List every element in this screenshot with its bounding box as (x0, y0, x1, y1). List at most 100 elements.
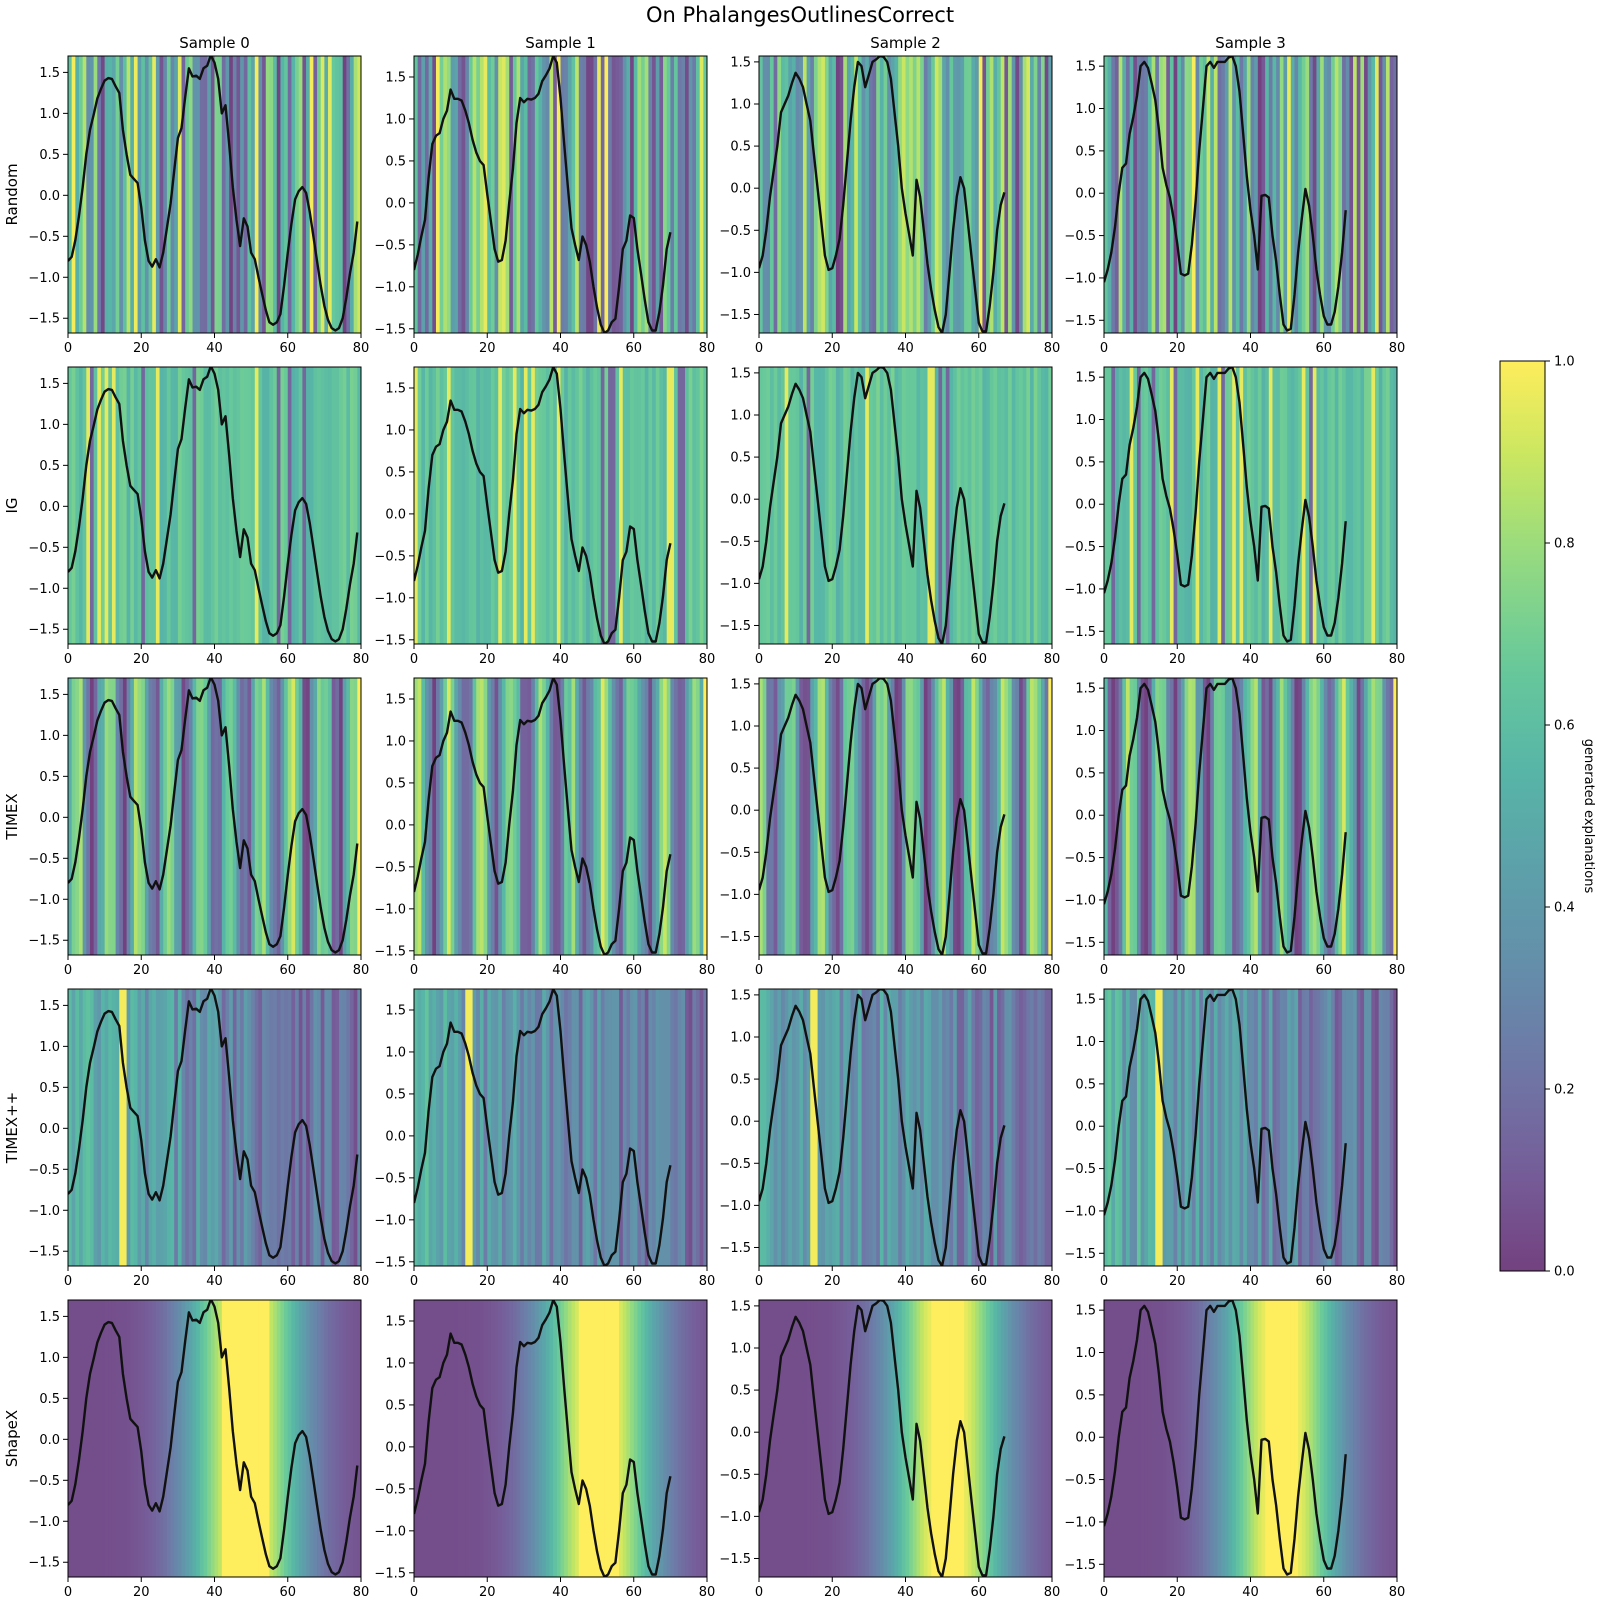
heat-cell (472, 989, 477, 1266)
heat-cell (465, 989, 470, 1266)
heat-cell (964, 1300, 969, 1577)
heat-cell (1019, 56, 1024, 333)
heat-cell (421, 678, 426, 955)
heat-cell (1140, 367, 1145, 644)
x-tick-label: 40 (206, 652, 223, 667)
heat-cell (324, 367, 329, 644)
heatmap-stripes (414, 56, 707, 333)
column-title: Sample 1 (525, 34, 596, 52)
figure-title: On PhalangesOutlinesCorrect (645, 3, 955, 27)
heat-cell (986, 678, 991, 955)
heat-cell (203, 56, 208, 333)
heat-cell (1320, 1300, 1325, 1577)
heat-cell (1169, 678, 1175, 955)
y-tick-label: 0.0 (730, 493, 751, 508)
heat-cell (122, 1300, 128, 1577)
heat-cell (1228, 989, 1233, 1266)
heat-cell (945, 678, 951, 955)
heat-cell (432, 56, 437, 333)
heat-cell (1122, 1300, 1127, 1577)
y-tick-label: 0.0 (39, 811, 60, 826)
heat-cell (97, 1300, 102, 1577)
heat-cell (611, 989, 617, 1266)
heat-cell (357, 56, 361, 333)
heat-cell (1327, 678, 1332, 955)
heat-cell (1037, 989, 1042, 1266)
heat-cell (971, 989, 976, 1266)
heat-cell (487, 678, 492, 955)
heat-cell (465, 1300, 470, 1577)
heat-cell (1144, 56, 1149, 333)
heat-cell (817, 1300, 822, 1577)
x-tick-label: 20 (479, 1274, 496, 1289)
heat-cell (417, 989, 422, 1266)
heat-cell (111, 367, 117, 644)
heatmap-stripes (414, 678, 707, 955)
heat-cell (1345, 678, 1350, 955)
heat-cell (692, 1300, 697, 1577)
y-tick-label: 1.0 (1075, 724, 1096, 739)
heat-cell (622, 367, 628, 644)
heat-cell (1213, 367, 1219, 644)
heat-cell (457, 989, 463, 1266)
y-tick-label: 1.5 (1075, 993, 1096, 1008)
heat-cell (681, 367, 686, 644)
heat-cell (203, 678, 208, 955)
heat-cell (1173, 989, 1178, 1266)
heat-cell (703, 56, 707, 333)
heat-cell (644, 1300, 649, 1577)
heat-cell (982, 367, 987, 644)
heat-cell (269, 1300, 274, 1577)
heat-cell (1019, 678, 1024, 955)
heat-cell (1033, 678, 1038, 955)
heat-cell (476, 678, 481, 955)
y-tick-label: 0.5 (385, 776, 406, 791)
heat-cell (1353, 56, 1358, 333)
heat-cell (865, 1300, 870, 1577)
heat-cell (799, 989, 804, 1266)
heat-cell (630, 56, 635, 333)
heat-cell (1202, 989, 1208, 1266)
heat-cell (879, 678, 885, 955)
y-tick-label: 0.0 (385, 507, 406, 522)
x-tick-label: 0 (755, 652, 763, 667)
heat-cell (331, 678, 336, 955)
heat-cell (1030, 56, 1035, 333)
heat-cell (648, 367, 653, 644)
heat-cell (501, 1300, 507, 1577)
heat-cell (879, 56, 885, 333)
heat-cell (1162, 367, 1167, 644)
x-tick-label: 60 (1315, 1274, 1332, 1289)
heat-cell (199, 56, 205, 333)
heat-cell (1279, 989, 1285, 1266)
heat-cell (159, 678, 164, 955)
heat-cell (553, 989, 558, 1266)
heat-cell (931, 989, 936, 1266)
heat-cell (1378, 367, 1383, 644)
heat-cell (468, 989, 474, 1266)
heat-cell (872, 367, 877, 644)
heat-cell (309, 56, 314, 333)
heat-cell (357, 989, 361, 1266)
heat-cell (641, 367, 646, 644)
heatmap-stripes (1104, 1300, 1397, 1577)
heat-cell (498, 678, 503, 955)
heatmap-stripes (1104, 56, 1397, 333)
heat-cell (608, 56, 613, 333)
heat-cell (516, 367, 521, 644)
heat-cell (1386, 678, 1391, 955)
heat-cell (619, 1300, 624, 1577)
heat-cell (280, 989, 285, 1266)
heat-cell (346, 56, 351, 333)
heat-cell (766, 56, 771, 333)
heat-cell (934, 989, 940, 1266)
heat-cell (1144, 989, 1149, 1266)
heat-cell (346, 678, 351, 955)
heat-cell (104, 1300, 109, 1577)
y-tick-label: 0.5 (730, 1384, 751, 1399)
y-tick-label: −1.5 (374, 944, 406, 959)
heat-cell (505, 367, 510, 644)
heat-cell (894, 56, 899, 333)
heat-cell (465, 367, 470, 644)
y-tick-label: −0.5 (1064, 1473, 1096, 1488)
